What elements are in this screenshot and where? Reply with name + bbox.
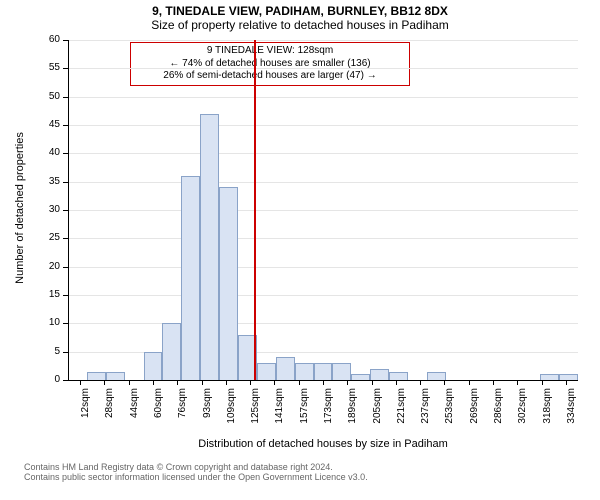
x-tick-label: 125sqm [250,388,261,448]
x-tick [469,380,470,385]
histogram-bar [295,363,314,380]
x-tick [420,380,421,385]
x-tick [80,380,81,385]
annotation-box: 9 TINEDALE VIEW: 128sqm ← 74% of detache… [130,42,410,86]
y-tick-label: 55 [0,62,60,73]
y-tick-label: 40 [0,147,60,158]
histogram-bar [540,374,559,380]
grid-line [68,40,578,41]
histogram-bar [276,357,295,380]
footer-line1: Contains HM Land Registry data © Crown c… [24,462,368,472]
footer-line2: Contains public sector information licen… [24,472,368,482]
histogram-bar [200,114,219,380]
x-tick-label: 221sqm [396,388,407,448]
x-tick-label: 76sqm [177,388,188,448]
x-tick [396,380,397,385]
y-tick-label: 5 [0,346,60,357]
histogram-bar [559,374,578,380]
x-tick-label: 205sqm [372,388,383,448]
grid-line [68,182,578,183]
x-tick-label: 60sqm [153,388,164,448]
x-tick [153,380,154,385]
x-tick [250,380,251,385]
histogram-bar [144,352,163,380]
x-tick [493,380,494,385]
x-tick-label: 141sqm [274,388,285,448]
annotation-line1: 9 TINEDALE VIEW: 128sqm [137,45,403,58]
x-tick [177,380,178,385]
y-tick-label: 45 [0,119,60,130]
x-tick-label: 157sqm [299,388,310,448]
x-tick-label: 286sqm [493,388,504,448]
grid-line [68,68,578,69]
histogram-bar [257,363,276,380]
grid-line [68,323,578,324]
histogram-bar [314,363,333,380]
histogram-chart: 9, TINEDALE VIEW, PADIHAM, BURNLEY, BB12… [0,0,600,500]
y-tick-label: 60 [0,34,60,45]
chart-title-line2: Size of property relative to detached ho… [0,18,600,32]
x-tick [299,380,300,385]
x-tick [566,380,567,385]
x-tick-label: 189sqm [347,388,358,448]
x-tick-label: 269sqm [469,388,480,448]
x-tick-label: 93sqm [202,388,213,448]
grid-line [68,238,578,239]
footer-text: Contains HM Land Registry data © Crown c… [24,462,368,482]
y-axis-line [68,40,69,380]
x-tick [104,380,105,385]
x-tick [323,380,324,385]
x-tick [444,380,445,385]
histogram-bar [106,372,125,381]
x-tick [347,380,348,385]
grid-line [68,153,578,154]
x-tick [517,380,518,385]
y-tick-label: 30 [0,204,60,215]
grid-line [68,97,578,98]
x-tick [372,380,373,385]
x-tick-label: 12sqm [80,388,91,448]
histogram-bar [332,363,351,380]
x-tick [274,380,275,385]
x-tick-label: 44sqm [129,388,140,448]
x-tick-label: 109sqm [226,388,237,448]
x-tick [542,380,543,385]
y-tick-label: 10 [0,317,60,328]
histogram-bar [181,176,200,380]
grid-line [68,125,578,126]
x-tick-label: 237sqm [420,388,431,448]
histogram-bar [219,187,238,380]
x-tick-label: 334sqm [566,388,577,448]
x-tick [202,380,203,385]
x-tick [129,380,130,385]
annotation-line3: 26% of semi-detached houses are larger (… [137,70,403,83]
reference-line [254,40,256,380]
grid-line [68,267,578,268]
x-tick-label: 318sqm [542,388,553,448]
histogram-bar [389,372,408,381]
histogram-bar [162,323,181,380]
x-tick-label: 253sqm [444,388,455,448]
y-tick-label: 50 [0,91,60,102]
x-tick-label: 173sqm [323,388,334,448]
histogram-bar [427,372,446,381]
histogram-bar [370,369,389,380]
x-tick-label: 28sqm [104,388,115,448]
y-tick-label: 25 [0,232,60,243]
chart-title-line1: 9, TINEDALE VIEW, PADIHAM, BURNLEY, BB12… [0,4,600,18]
y-tick-label: 35 [0,176,60,187]
y-tick-label: 20 [0,261,60,272]
histogram-bar [87,372,106,381]
grid-line [68,295,578,296]
x-tick-label: 302sqm [517,388,528,448]
grid-line [68,210,578,211]
y-tick-label: 0 [0,374,60,385]
x-tick [226,380,227,385]
y-tick-label: 15 [0,289,60,300]
histogram-bar [351,374,370,380]
